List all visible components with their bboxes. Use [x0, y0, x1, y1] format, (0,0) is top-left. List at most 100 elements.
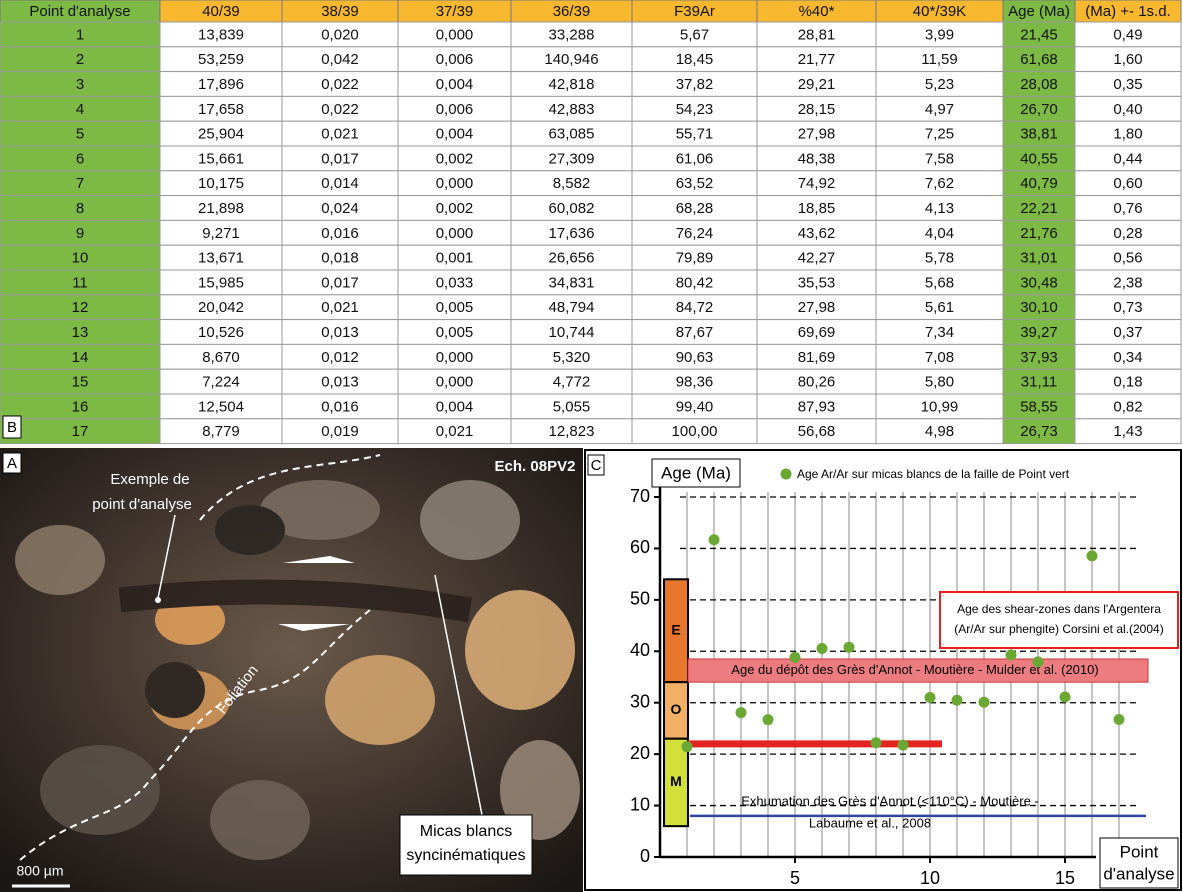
cell-text: 38,81 [1020, 126, 1058, 143]
cell-text: 0,49 [1113, 26, 1142, 43]
cell-text: 15,985 [198, 274, 244, 291]
epoch-label: M [670, 773, 682, 789]
cell-text: 90,63 [676, 349, 714, 366]
cell-text: 0,002 [436, 150, 474, 167]
table-cell [756, 294, 877, 321]
cell-text: 21,45 [1020, 26, 1058, 43]
cell-text: 0,019 [321, 423, 359, 440]
cell-text: 4,04 [925, 225, 954, 242]
cell-text: 7,58 [925, 150, 954, 167]
table-cell [1002, 195, 1076, 221]
table-cell [1074, 195, 1182, 221]
table-cell [1002, 343, 1076, 370]
cell-text: 1 [76, 26, 84, 43]
panel-label-box [587, 454, 605, 476]
table-cell [1074, 368, 1182, 395]
cell-text: 8,779 [202, 423, 240, 440]
table-cell [397, 244, 512, 271]
shear-box [939, 591, 1179, 649]
table-cell [756, 343, 877, 370]
y-tick-label: 0 [640, 846, 650, 866]
cell-text: 0,014 [321, 175, 359, 192]
cell-text: 7,34 [925, 324, 954, 341]
cell-text: 7,62 [925, 175, 954, 192]
table-cell [159, 393, 283, 420]
table-cell [756, 219, 877, 246]
table-cell [281, 319, 399, 345]
table-cell [756, 71, 877, 97]
epoch-label: E [671, 621, 680, 637]
cell-text: 68,28 [676, 200, 714, 217]
table-cell [159, 21, 283, 48]
cell-text: 5,61 [925, 299, 954, 316]
data-point [924, 692, 936, 704]
header-text: (Ma) +- 1s.d. [1085, 3, 1170, 20]
exhumation-label: Exhumation des Grès d'Annot (<110°C) - M… [741, 793, 1039, 808]
data-point [843, 641, 855, 653]
cell-text: 30,10 [1020, 299, 1058, 316]
cell-text: 37,82 [676, 76, 714, 93]
table-cell [631, 120, 758, 147]
table-cell [281, 120, 399, 147]
cell-text: 0,013 [321, 324, 359, 341]
cell-text: 11,59 [921, 51, 957, 68]
cell-text: 5,320 [553, 349, 591, 366]
deposit-label: Age du dépôt des Grès d'Annot - Moutière… [731, 662, 1098, 677]
y-tick-label: 30 [630, 691, 650, 711]
cell-text: 40,79 [1020, 175, 1058, 192]
cell-text: 54,23 [676, 101, 714, 118]
cell-text: 9 [76, 225, 84, 242]
cell-text: 31,01 [1020, 250, 1058, 267]
table-cell [1074, 244, 1182, 271]
cell-text: 0,033 [436, 274, 474, 291]
cell-text: 11 [72, 274, 88, 291]
y-tick-label: 70 [630, 486, 650, 506]
cell-text: 0,016 [321, 225, 359, 242]
cell-text: 0,022 [321, 76, 359, 93]
cell-text: 22,21 [1020, 200, 1058, 217]
table-cell [397, 319, 512, 345]
table-cell [756, 170, 877, 197]
cell-text: 0,000 [436, 349, 474, 366]
cell-text: 4,13 [925, 200, 954, 217]
table-cell [1074, 71, 1182, 97]
table-cell [159, 269, 283, 296]
x-tick-label: 10 [920, 868, 940, 888]
cell-text: 5 [76, 126, 84, 143]
table-cell [0, 46, 161, 73]
cell-text: 28,15 [798, 101, 836, 118]
cell-text: 0,44 [1113, 150, 1142, 167]
cell-text: 81,69 [798, 349, 836, 366]
cell-text: 12,504 [198, 398, 244, 415]
cell-text: 16 [72, 398, 89, 415]
cell-text: 12 [72, 299, 89, 316]
cell-text: 33,288 [549, 26, 595, 43]
cell-text: 39,27 [1020, 324, 1058, 341]
table-cell [0, 393, 161, 420]
cell-text: 0,001 [436, 250, 474, 267]
table-cell [0, 269, 161, 296]
panel-label: C [591, 457, 602, 474]
cell-text: 4,772 [553, 374, 591, 391]
cell-text: 40,55 [1020, 150, 1058, 167]
y-label-box [651, 458, 741, 488]
cell-text: 15,661 [198, 150, 244, 167]
y-tick-label: 20 [630, 743, 650, 763]
x-tick-label: 15 [1055, 868, 1075, 888]
table-cell [1074, 269, 1182, 296]
table-cell [1074, 219, 1182, 246]
cell-text: 99,40 [676, 398, 714, 415]
cell-text: 8,670 [202, 349, 240, 366]
table-cell [510, 21, 633, 48]
cell-text: 0,76 [1113, 200, 1142, 217]
cell-text: 13 [72, 324, 89, 341]
legend-label: Age Ar/Ar sur micas blancs de la faille … [797, 467, 1070, 481]
panel-label: A [7, 455, 17, 472]
cell-text: 27,98 [798, 126, 836, 143]
cell-text: 53,259 [198, 51, 244, 68]
cell-text: 28,08 [1020, 76, 1058, 93]
cell-text: 2,38 [1113, 274, 1142, 291]
table-cell [281, 393, 399, 420]
cell-text: 1,80 [1113, 126, 1142, 143]
